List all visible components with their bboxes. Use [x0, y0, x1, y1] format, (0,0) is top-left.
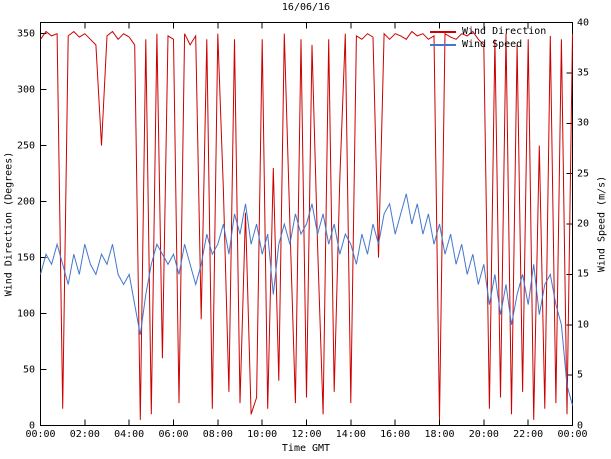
legend-label-wind-direction: Wind Direction: [462, 26, 547, 37]
right-y-axis-tick-label: 30: [577, 117, 590, 129]
x-axis-tick-label: 18:00: [424, 429, 455, 440]
left-y-axis-label: Wind Direction (Degrees): [3, 151, 15, 297]
x-axis-tick-label: 08:00: [202, 429, 233, 440]
wind-direction-line-sample: [430, 30, 456, 33]
x-axis-tick-label: 02:00: [69, 429, 100, 440]
right-y-axis-tick-label: 0: [577, 420, 584, 431]
legend-label-wind-speed: Wind Speed: [462, 39, 523, 50]
x-axis-tick-label: 20:00: [468, 429, 499, 440]
x-axis-label: Time GMT: [281, 443, 331, 454]
x-axis-tick-label: 14:00: [335, 429, 366, 440]
right-y-axis-tick-label: 15: [577, 268, 590, 280]
left-y-axis-tick-label: 350: [16, 28, 35, 40]
x-axis-tick-label: 16:00: [380, 429, 411, 440]
left-y-axis-tick-label: 150: [16, 252, 35, 264]
right-y-axis-tick-label: 20: [577, 218, 590, 230]
legend: Wind Direction Wind Speed: [430, 25, 546, 51]
chart-title: 16/06/16: [281, 2, 331, 13]
right-y-axis-tick-label: 10: [577, 319, 590, 331]
wind-speed-line-sample: [430, 43, 456, 46]
x-axis-tick-label: 00:00: [557, 429, 588, 440]
x-axis-tick-label: 22:00: [513, 429, 544, 440]
left-y-axis-tick-label: 100: [16, 308, 35, 320]
right-y-axis-label: Wind Speed (m/s): [596, 175, 608, 273]
left-y-axis-tick-label: 0: [28, 420, 35, 431]
right-y-axis-tick-label: 5: [577, 369, 584, 381]
left-y-axis-tick-label: 300: [16, 84, 35, 96]
x-axis-tick-label: 10:00: [247, 429, 278, 440]
legend-item-wind-speed: Wind Speed: [430, 38, 546, 51]
x-axis-tick-label: 04:00: [114, 429, 145, 440]
legend-item-wind-direction: Wind Direction: [430, 25, 546, 38]
x-axis-tick-label: 12:00: [291, 429, 322, 440]
left-y-axis-tick-label: 200: [16, 196, 35, 208]
right-y-axis-tick-label: 25: [577, 168, 590, 180]
right-y-axis-tick-label: 40: [577, 17, 590, 28]
x-axis-tick-label: 00:00: [25, 429, 56, 440]
x-axis-tick-label: 06:00: [158, 429, 189, 440]
right-y-axis-tick-label: 35: [577, 67, 590, 79]
left-y-axis-tick-label: 250: [16, 140, 35, 152]
left-y-axis-tick-label: 50: [22, 364, 35, 376]
